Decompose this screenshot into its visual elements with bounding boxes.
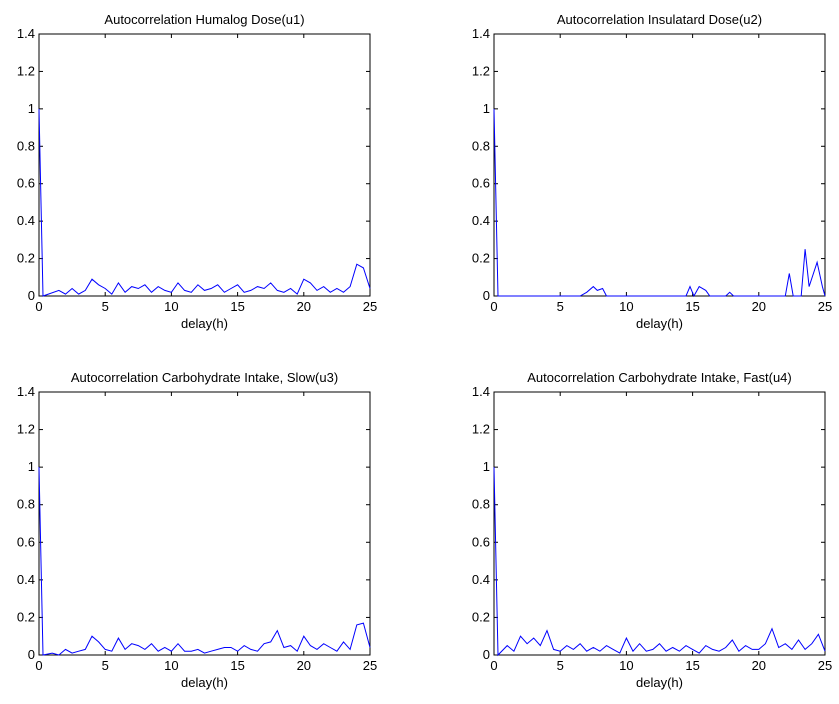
y-tick-label: 1 <box>28 101 35 116</box>
chart-title: Autocorrelation Insulatard Dose(u2) <box>557 12 762 27</box>
x-tick-label: 15 <box>230 299 244 314</box>
x-tick-label: 5 <box>557 658 564 673</box>
plot-area <box>493 391 826 656</box>
y-tick-label: 0.6 <box>472 176 490 191</box>
y-tick-label: 0.6 <box>472 534 490 549</box>
x-tick-label: 25 <box>363 658 377 673</box>
x-tick-label: 10 <box>164 299 178 314</box>
x-tick-label: 20 <box>297 658 311 673</box>
x-tick-label: 20 <box>752 658 766 673</box>
chart-panel-3: Autocorrelation Carbohydrate Intake, Slo… <box>17 370 377 690</box>
chart-title: Autocorrelation Humalog Dose(u1) <box>104 12 304 27</box>
y-tick-label: 0.4 <box>472 572 490 587</box>
series-line-1 <box>493 108 826 298</box>
chart-panel-2: Autocorrelation Insulatard Dose(u2)0 5 10 1… <box>472 12 832 331</box>
chart-panel-4: Autocorrelation Carbohydrate Intake, Fas… <box>472 370 832 690</box>
plot-area <box>38 33 371 297</box>
y-tick-label: 0.4 <box>17 213 35 228</box>
x-tick-label: 5 <box>102 299 109 314</box>
x-tick-label: 20 <box>752 299 766 314</box>
y-tick-label: 0 <box>28 288 35 303</box>
x-axis-label: delay(h) <box>181 316 228 331</box>
x-tick-label: 0 <box>490 299 497 314</box>
series-line-1 <box>38 108 371 297</box>
y-tick-label: 0.8 <box>17 497 35 512</box>
x-tick-label: 25 <box>818 658 832 673</box>
series-line-1 <box>493 467 826 657</box>
series-line-1 <box>38 467 371 656</box>
plot-area <box>38 391 371 656</box>
x-tick-label: 5 <box>557 299 564 314</box>
y-tick-label: 1.2 <box>17 63 35 78</box>
y-tick-label: 0.2 <box>17 609 35 624</box>
y-tick-label: 1.4 <box>472 384 490 399</box>
y-tick-label: 0 <box>28 647 35 662</box>
x-tick-label: 0 <box>35 658 42 673</box>
x-axis-label: delay(h) <box>181 675 228 690</box>
y-tick-label: 1 <box>483 101 490 116</box>
x-tick-label: 10 <box>619 299 633 314</box>
y-tick-label: 0.4 <box>17 572 35 587</box>
y-tick-label: 1.2 <box>472 63 490 78</box>
y-tick-label: 0.2 <box>472 609 490 624</box>
x-tick-label: 25 <box>818 299 832 314</box>
x-axis-label: delay(h) <box>636 675 683 690</box>
chart-panel-1: Autocorrelation Humalog Dose(u1)0 5 10 15 20… <box>17 12 377 331</box>
x-axis-label: delay(h) <box>636 316 683 331</box>
x-tick-label: 15 <box>685 299 699 314</box>
y-tick-label: 1.2 <box>472 422 490 437</box>
y-tick-label: 1 <box>28 459 35 474</box>
y-tick-label: 1.4 <box>17 26 35 41</box>
x-tick-label: 10 <box>164 658 178 673</box>
y-tick-label: 0.8 <box>472 497 490 512</box>
y-tick-label: 0 <box>483 288 490 303</box>
chart-title: Autocorrelation Carbohydrate Intake, Slo… <box>71 370 338 385</box>
y-tick-label: 0.2 <box>472 251 490 266</box>
y-tick-label: 0 <box>483 647 490 662</box>
chart-title: Autocorrelation Carbohydrate Intake, Fas… <box>527 370 791 385</box>
x-tick-label: 0 <box>35 299 42 314</box>
y-tick-label: 0.8 <box>17 138 35 153</box>
y-tick-label: 0.6 <box>17 176 35 191</box>
x-tick-label: 0 <box>490 658 497 673</box>
y-tick-label: 1.2 <box>17 422 35 437</box>
y-tick-label: 0.8 <box>472 138 490 153</box>
y-tick-label: 1.4 <box>472 26 490 41</box>
x-tick-label: 15 <box>685 658 699 673</box>
y-tick-label: 1 <box>483 459 490 474</box>
plot-area <box>493 33 826 297</box>
y-tick-label: 0.6 <box>17 534 35 549</box>
x-tick-label: 5 <box>102 658 109 673</box>
x-tick-label: 15 <box>230 658 244 673</box>
y-tick-label: 0.2 <box>17 251 35 266</box>
x-tick-label: 10 <box>619 658 633 673</box>
y-tick-label: 0.4 <box>472 213 490 228</box>
x-tick-label: 20 <box>297 299 311 314</box>
y-tick-label: 1.4 <box>17 384 35 399</box>
x-tick-label: 25 <box>363 299 377 314</box>
